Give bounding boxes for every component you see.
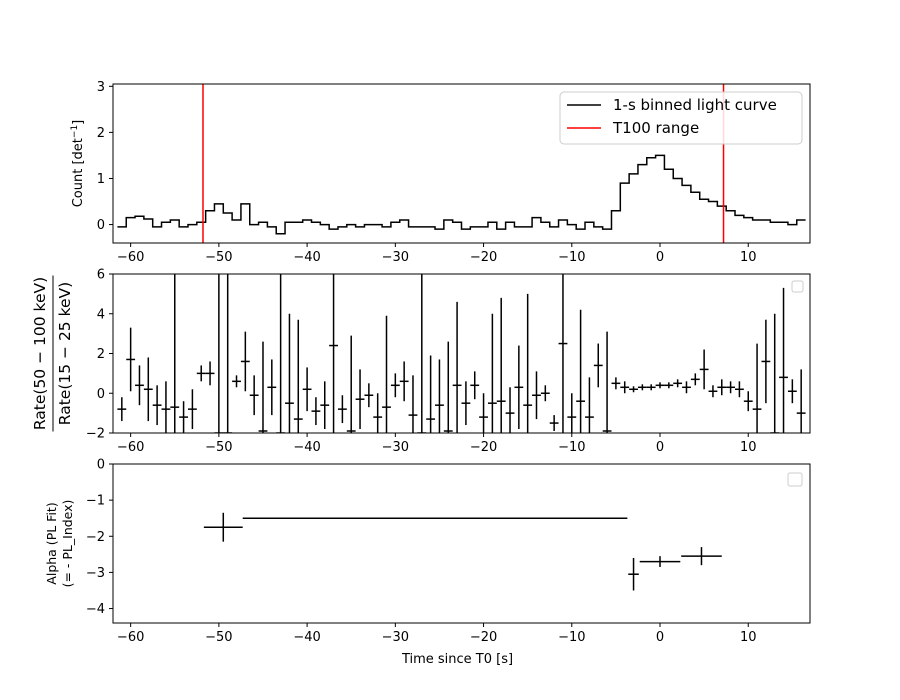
x-tick-label: −60: [117, 250, 144, 265]
x-tick-label: −30: [382, 440, 409, 455]
x-tick-label: −20: [470, 630, 497, 645]
x-tick-label: −20: [470, 250, 497, 265]
y-tick-label: −2: [86, 530, 105, 545]
panel-1-axes: −60 −50 −40 −30 −20 −10 0 10 0 1 2 3: [97, 80, 757, 265]
light-curve-line: [117, 154, 806, 235]
x-tick-label: −40: [293, 630, 320, 645]
y-tick-label: 2: [97, 347, 105, 362]
y-tick-label: 0: [97, 458, 105, 473]
x-tick-label: 0: [656, 250, 664, 265]
legend-box: [559, 91, 803, 145]
y-axis-label-sup: −1: [70, 125, 80, 138]
y-tick-label: 4: [97, 307, 105, 322]
y-tick-label: 1: [97, 172, 105, 187]
y-tick-label: −3: [86, 566, 105, 581]
y-axis-label-line1: Alpha (PL Fit): [44, 502, 59, 584]
y-axis-label: Count [det−1]: [70, 120, 86, 208]
y-tick-label: 0: [97, 387, 105, 402]
x-tick-label: −50: [205, 440, 232, 455]
x-tick-label: 10: [740, 630, 757, 645]
x-tick-label: 0: [656, 630, 664, 645]
y-tick-label: −4: [86, 602, 105, 617]
panel-3-axes: −60 −50 −40 −30 −20 −10 0 10 0 −1 −2 −3 −4: [86, 458, 757, 646]
panel-2-frame: [112, 273, 811, 434]
y-axis-label-denominator: Rate(15 − 25 keV): [56, 282, 74, 425]
x-tick-label: −50: [205, 250, 232, 265]
x-tick-label: −30: [382, 630, 409, 645]
x-tick-label: −40: [293, 250, 320, 265]
y-axis-label-close: ]: [71, 120, 86, 125]
legend: 1-s binned light curve T100 range: [559, 91, 803, 145]
x-axis-label: Time since T0 [s]: [401, 652, 513, 667]
legend-label-light-curve: 1-s binned light curve: [613, 96, 777, 114]
x-tick-label: 0: [656, 440, 664, 455]
y-axis-label-main: Count [det: [71, 138, 86, 207]
x-tick-label: −50: [205, 630, 232, 645]
x-tick-label: −10: [558, 250, 585, 265]
x-tick-label: −10: [558, 630, 585, 645]
x-tick-label: −40: [293, 440, 320, 455]
y-tick-label: −2: [86, 427, 105, 442]
x-tick-label: 10: [740, 250, 757, 265]
panel-1-frame: [112, 83, 811, 244]
x-tick-label: −60: [117, 630, 144, 645]
y-axis-label-numerator: Rate(50 − 100 keV): [31, 277, 49, 430]
panel-2-data: [117, 274, 806, 433]
x-tick-label: −60: [117, 440, 144, 455]
y-axis-label-line2: (= - PL_Index): [60, 500, 75, 588]
empty-legend-box: [791, 280, 804, 293]
empty-legend-box: [787, 472, 803, 487]
y-tick-label: 6: [97, 268, 105, 283]
x-tick-label: −20: [470, 440, 497, 455]
panel-3-frame: [112, 463, 811, 624]
legend-label-t100: T100 range: [612, 119, 699, 137]
y-tick-label: 2: [97, 126, 105, 141]
y-tick-label: −1: [86, 494, 105, 509]
panel-3-data: [203, 512, 722, 591]
x-tick-label: −10: [558, 440, 585, 455]
y-tick-label: 3: [97, 80, 105, 95]
x-tick-label: 10: [740, 440, 757, 455]
x-tick-label: −30: [382, 250, 409, 265]
y-tick-label: 0: [97, 218, 105, 233]
